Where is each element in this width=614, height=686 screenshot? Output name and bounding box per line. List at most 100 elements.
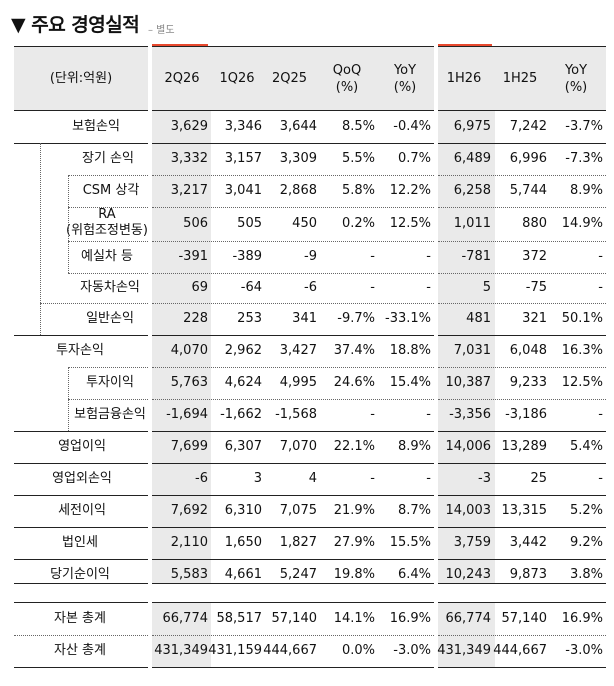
table-cell: 481: [466, 311, 491, 326]
row-rule: [438, 559, 606, 560]
table-cell: -1,694: [166, 407, 208, 422]
row-rule: [14, 527, 148, 528]
row-rule-dotted: [68, 207, 148, 208]
header-yoy-h: YoY: [564, 63, 588, 78]
table-cell: 506: [183, 216, 208, 231]
row-label: CSM 상각: [82, 183, 140, 198]
table-cell: -9.7%: [337, 311, 375, 326]
table-cell: -3.0%: [565, 643, 603, 658]
table-cell: 4,624: [224, 375, 262, 390]
row-rule-dotted: [438, 273, 606, 274]
table-cell: 3,157: [224, 151, 262, 166]
table-cell: -3,186: [505, 407, 547, 422]
table-cell: 16.9%: [389, 611, 431, 626]
table-cell: 431,349: [437, 643, 491, 658]
table-cell: 444,667: [263, 643, 317, 658]
table-cell: -9: [304, 249, 317, 264]
table-cell: 5.4%: [569, 439, 603, 454]
row-label: 예실차 등: [81, 249, 133, 264]
header-bottom-rule: [14, 110, 148, 111]
table-cell: 6,975: [453, 119, 491, 134]
row-rule: [152, 335, 434, 336]
row-label: 당기순이익: [50, 567, 110, 582]
table-cell: 15.5%: [389, 535, 431, 550]
row-label: 영업이익: [58, 439, 106, 454]
totals-top-rule: [438, 602, 606, 603]
table-cell: 8.9%: [569, 183, 603, 198]
table-cell: 253: [237, 311, 262, 326]
table-cell: 3,332: [170, 151, 208, 166]
table-cell: 1,011: [453, 216, 491, 231]
table-cell: 4: [308, 471, 317, 486]
table-cell: 58,517: [216, 611, 263, 626]
row-rule-dotted: [152, 241, 434, 242]
totals-mid-rule: [152, 635, 434, 636]
table-cell: 880: [522, 216, 547, 231]
table-cell: -0.4%: [393, 119, 431, 134]
table-bottom-rule: [14, 583, 148, 584]
table-cell: -391: [178, 249, 208, 264]
table-cell: -6: [304, 280, 317, 295]
row-rule-dotted: [68, 367, 148, 368]
table-cell: -: [598, 407, 603, 422]
table-cell: 3,427: [279, 343, 317, 358]
header-yoy-h-unit: (%): [564, 80, 588, 95]
table-cell: 10,243: [445, 567, 492, 582]
totals-mid-rule: [14, 635, 148, 636]
totals-bottom-rule: [152, 667, 434, 668]
row-rule: [14, 463, 148, 464]
table-cell: 3,644: [279, 119, 317, 134]
row-label: 투자손익: [56, 343, 104, 358]
table-cell: 18.8%: [389, 343, 431, 358]
table-cell: 431,349: [154, 643, 208, 658]
row-rule-dotted: [152, 367, 434, 368]
table-cell: 22.1%: [333, 439, 375, 454]
table-cell: 6,996: [509, 151, 547, 166]
row-rule-dotted: [152, 303, 434, 304]
row-label: RA: [98, 207, 116, 222]
table-cell: 6,258: [453, 183, 491, 198]
table-cell: 7,070: [279, 439, 317, 454]
table-cell: 25: [530, 471, 547, 486]
row-rule-dotted: [152, 207, 434, 208]
column-gap: [148, 46, 152, 667]
table-cell: -1,662: [220, 407, 262, 422]
header-top-rule: [14, 46, 148, 47]
table-cell: -: [598, 471, 603, 486]
table-cell: -3,356: [449, 407, 491, 422]
table-cell: 3.8%: [569, 567, 603, 582]
table-cell: 69: [191, 280, 208, 295]
row-rule: [438, 335, 606, 336]
header-1h26: 1H26: [446, 71, 482, 86]
table-cell: -: [598, 249, 603, 264]
table-cell: 7,692: [170, 503, 208, 518]
table-cell: 5.2%: [569, 503, 603, 518]
table-cell: 7,031: [453, 343, 491, 358]
table-cell: 341: [292, 311, 317, 326]
column-gap: [434, 46, 438, 667]
table-cell: 66,774: [445, 611, 492, 626]
table-cell: 12.5%: [561, 375, 603, 390]
column-2q26-shade-totals: [152, 602, 211, 667]
header-top-rule: [152, 46, 434, 47]
table-cell: 228: [183, 311, 208, 326]
table-cell: -6: [195, 471, 208, 486]
table-cell: 3,346: [224, 119, 262, 134]
header-2q26: 2Q26: [164, 71, 200, 86]
table-cell: 21.9%: [333, 503, 375, 518]
row-label: 영업외손익: [52, 471, 112, 486]
row-rule-dotted: [438, 367, 606, 368]
row-label: 자산 총계: [54, 643, 106, 658]
table-cell: 13,289: [501, 439, 548, 454]
table-cell: 16.9%: [561, 611, 603, 626]
table-cell: -389: [232, 249, 262, 264]
totals-bottom-rule: [14, 667, 148, 668]
table-cell: 15.4%: [389, 375, 431, 390]
row-rule-dotted: [438, 303, 606, 304]
table-cell: 0.2%: [341, 216, 375, 231]
table-cell: 3,629: [170, 119, 208, 134]
row-label: 일반손익: [86, 311, 134, 326]
row-rule: [14, 431, 148, 432]
totals-mid-rule: [438, 635, 606, 636]
row-rule: [438, 527, 606, 528]
